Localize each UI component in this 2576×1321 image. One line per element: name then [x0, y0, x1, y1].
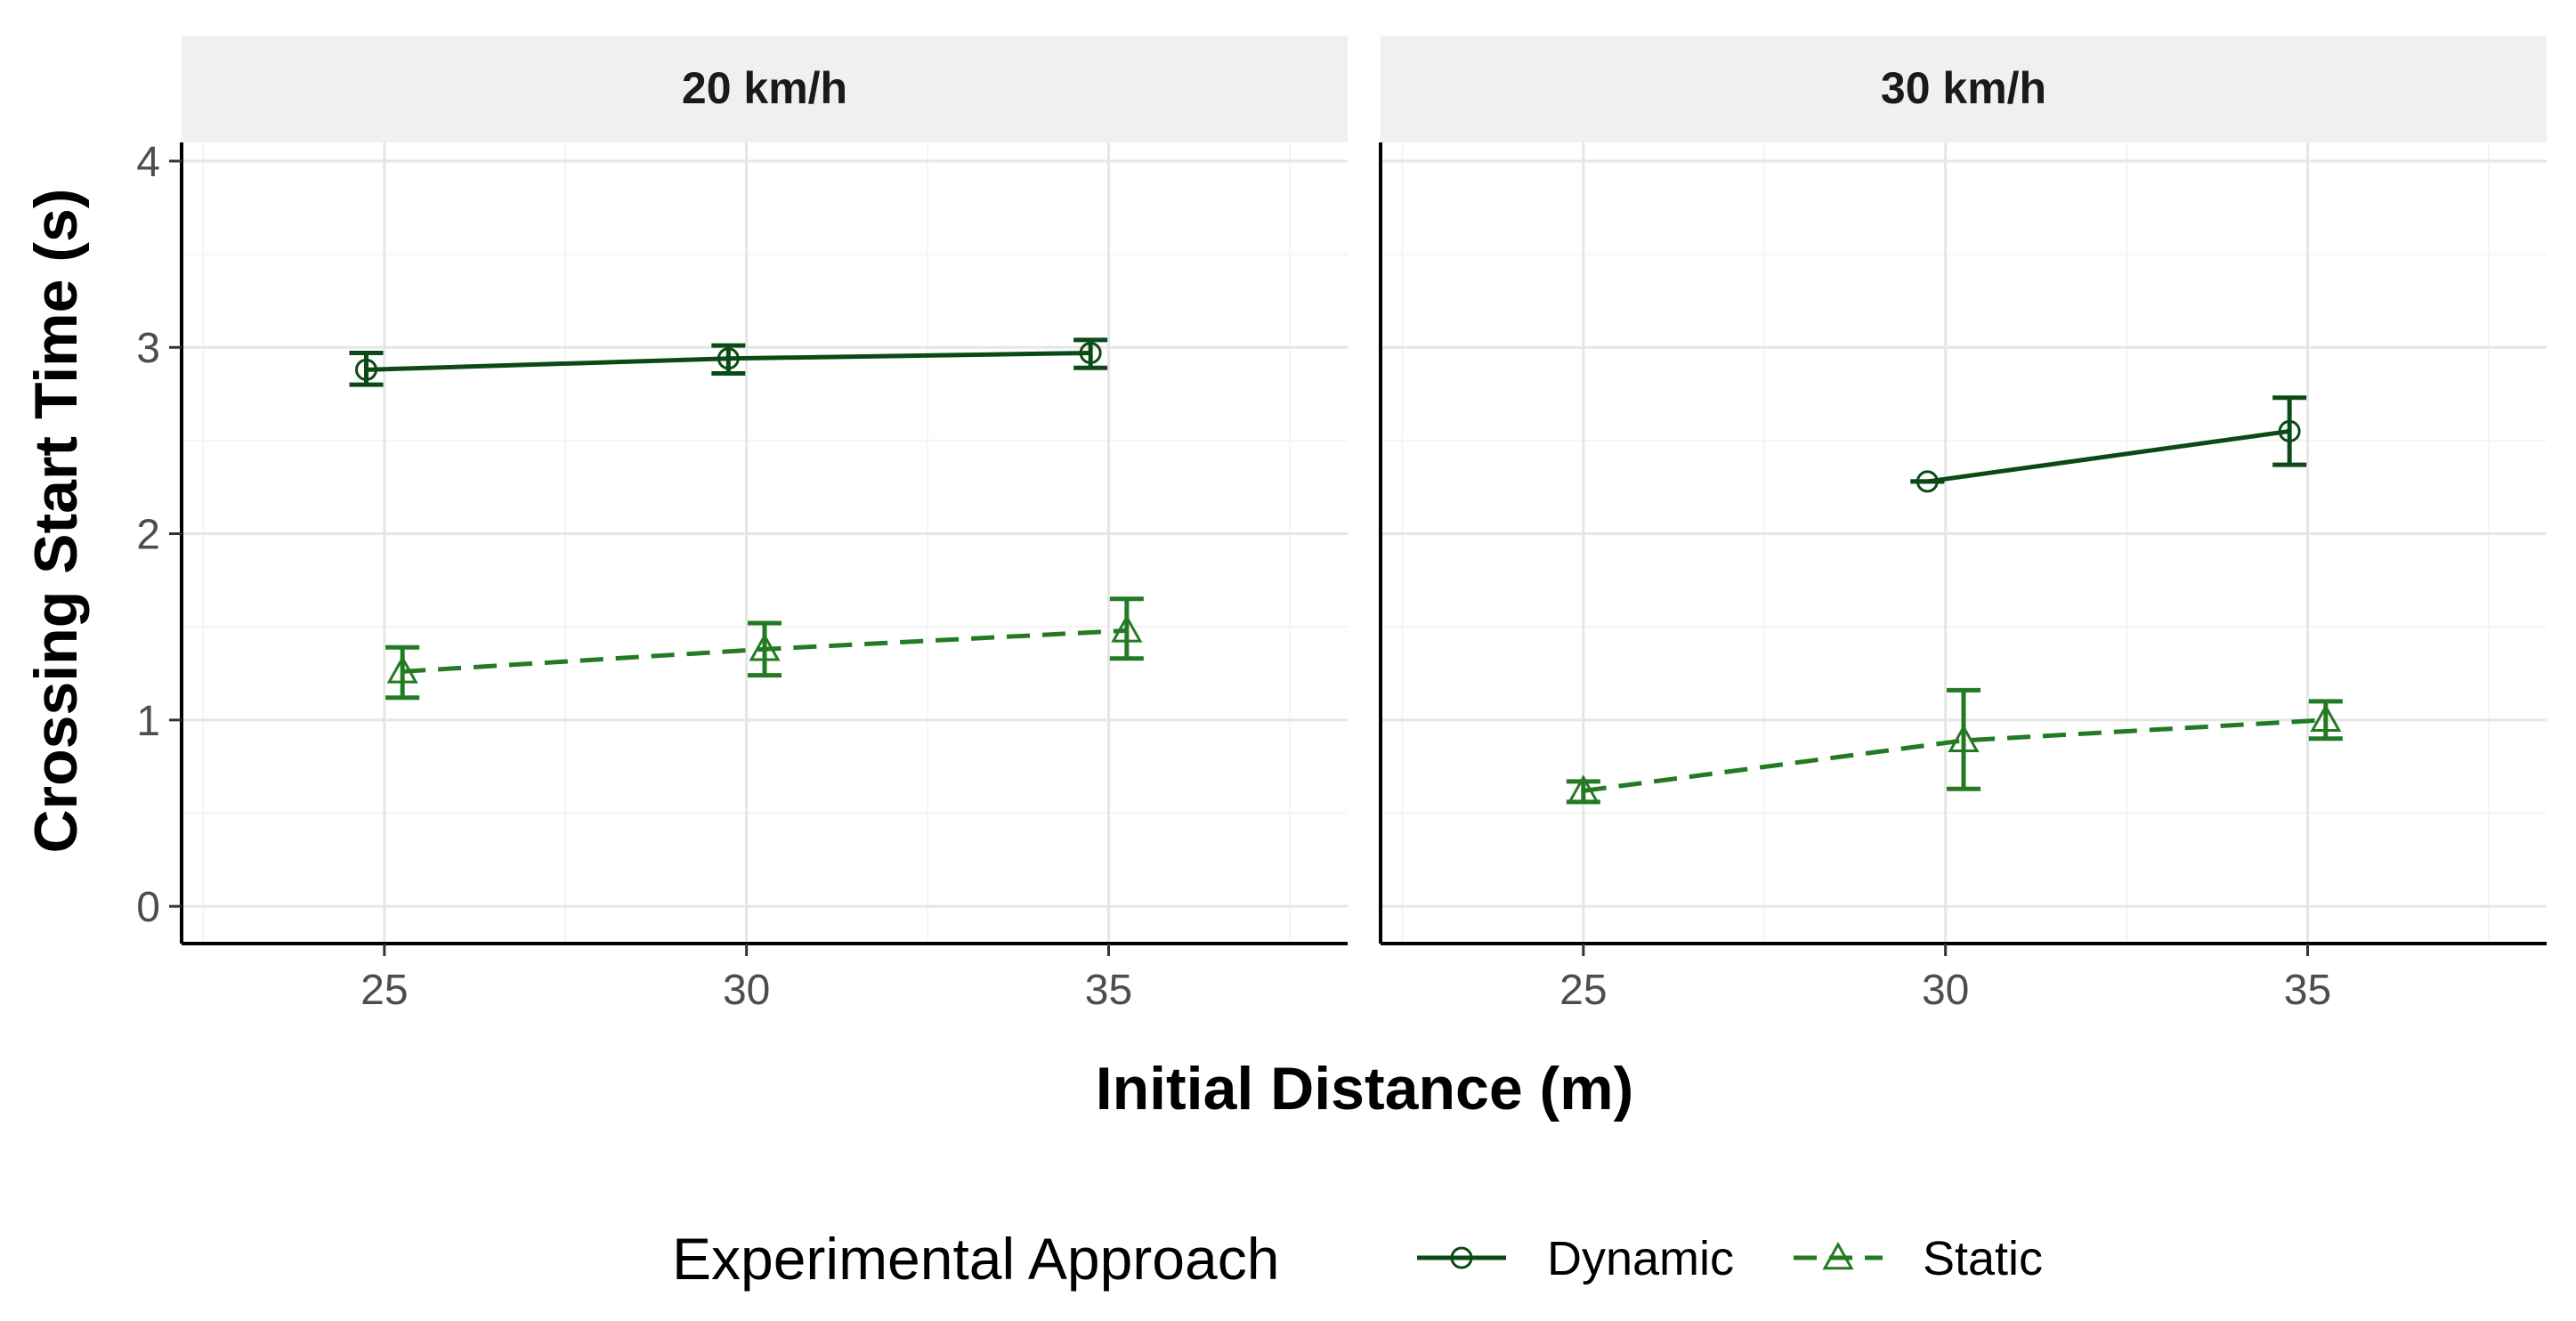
panel-30-km-h-series-dynamic-point — [2278, 419, 2301, 442]
panel-30-km-h-x-tick-label-35: 35 — [2284, 967, 2331, 1014]
panel-30-km-h-strip-title: 30 km/h — [1881, 63, 2046, 113]
panel-30-km-h-series-static-point — [1567, 774, 1600, 803]
panel-20-km-h-series-static-errorbar — [1109, 596, 1144, 661]
panel-20-km-h-x-tick-label-25: 25 — [360, 967, 408, 1014]
panel-30-km-h-series-static-line — [1583, 717, 2326, 793]
legend-label-static: Static — [1923, 1232, 2043, 1285]
panel-30-km-h-x-tick-label-30: 30 — [1922, 967, 1969, 1014]
panel-20-km-h-series-dynamic-point — [354, 358, 377, 381]
panel-20-km-h-strip — [182, 36, 1348, 142]
legend: Experimental Approach Dynamic Static — [672, 1226, 2043, 1292]
y-tick-label-0: 0 — [136, 884, 160, 931]
panel-30-km-h-series-static-point — [2310, 703, 2342, 733]
panel-20-km-h-series-dynamic-point — [1079, 342, 1102, 365]
legend-key-marker-static — [1822, 1241, 1854, 1270]
y-tick-label-4: 4 — [136, 139, 160, 186]
panel-20-km-h-plot-background — [182, 142, 1348, 944]
x-axis-title: Initial Distance (m) — [1096, 1055, 1634, 1122]
panel-30-km-h-series-static-errorbar — [1947, 687, 1981, 791]
panel-20-km-h-series-static-point — [1111, 614, 1143, 643]
panel-20-km-h-series-static-point — [749, 633, 781, 661]
y-axis-title: Crossing Start Time (s) — [22, 189, 90, 854]
panel-20-km-h-series-static-errorbar — [748, 620, 782, 678]
panel-30-km-h-series-dynamic — [1910, 395, 2307, 493]
y-tick-label-2: 2 — [136, 512, 160, 559]
panel-30-km-h-series-dynamic-line — [1926, 428, 2290, 484]
panel-20-km-h-x-tick-label-30: 30 — [723, 967, 770, 1014]
panel-30-km-h-series-dynamic-errorbar — [2272, 395, 2307, 467]
panels-layer: 20 km/h 25 30 35 0 1 2 3 4 30 km/h 25 30 35 — [136, 36, 2547, 1014]
panel-20-km-h: 20 km/h 25 30 35 0 1 2 3 4 — [136, 36, 1348, 1014]
legend-entry-static: Static — [1794, 1232, 2043, 1285]
legend-title: Experimental Approach — [672, 1226, 1279, 1292]
panel-30-km-h-strip — [1381, 36, 2547, 142]
legend-entry-dynamic: Dynamic — [1417, 1232, 1734, 1285]
panel-20-km-h-x-tick-label-35: 35 — [1085, 967, 1132, 1014]
panel-30-km-h-series-static-point — [1948, 724, 1980, 753]
y-tick-label-3: 3 — [136, 325, 160, 372]
panel-30-km-h: 30 km/h 25 30 35 — [1379, 36, 2547, 1014]
panel-30-km-h-series-static — [1566, 687, 2343, 805]
y-tick-label-1: 1 — [136, 698, 160, 745]
panel-20-km-h-strip-title: 20 km/h — [682, 63, 847, 113]
panel-20-km-h-series-static — [385, 596, 1144, 701]
panel-20-km-h-series-static-point — [386, 655, 418, 684]
panel-20-km-h-series-dynamic-point — [717, 347, 740, 370]
panel-30-km-h-plot-background — [1381, 142, 2547, 944]
panel-30-km-h-x-tick-label-25: 25 — [1559, 967, 1607, 1014]
panel-20-km-h-series-dynamic — [349, 337, 1108, 387]
legend-label-dynamic: Dynamic — [1547, 1232, 1734, 1285]
legend-entries: Dynamic Static — [1417, 1232, 2043, 1285]
legend-key-marker-dynamic — [1450, 1246, 1473, 1269]
panel-30-km-h-series-dynamic-point — [1916, 470, 1939, 493]
